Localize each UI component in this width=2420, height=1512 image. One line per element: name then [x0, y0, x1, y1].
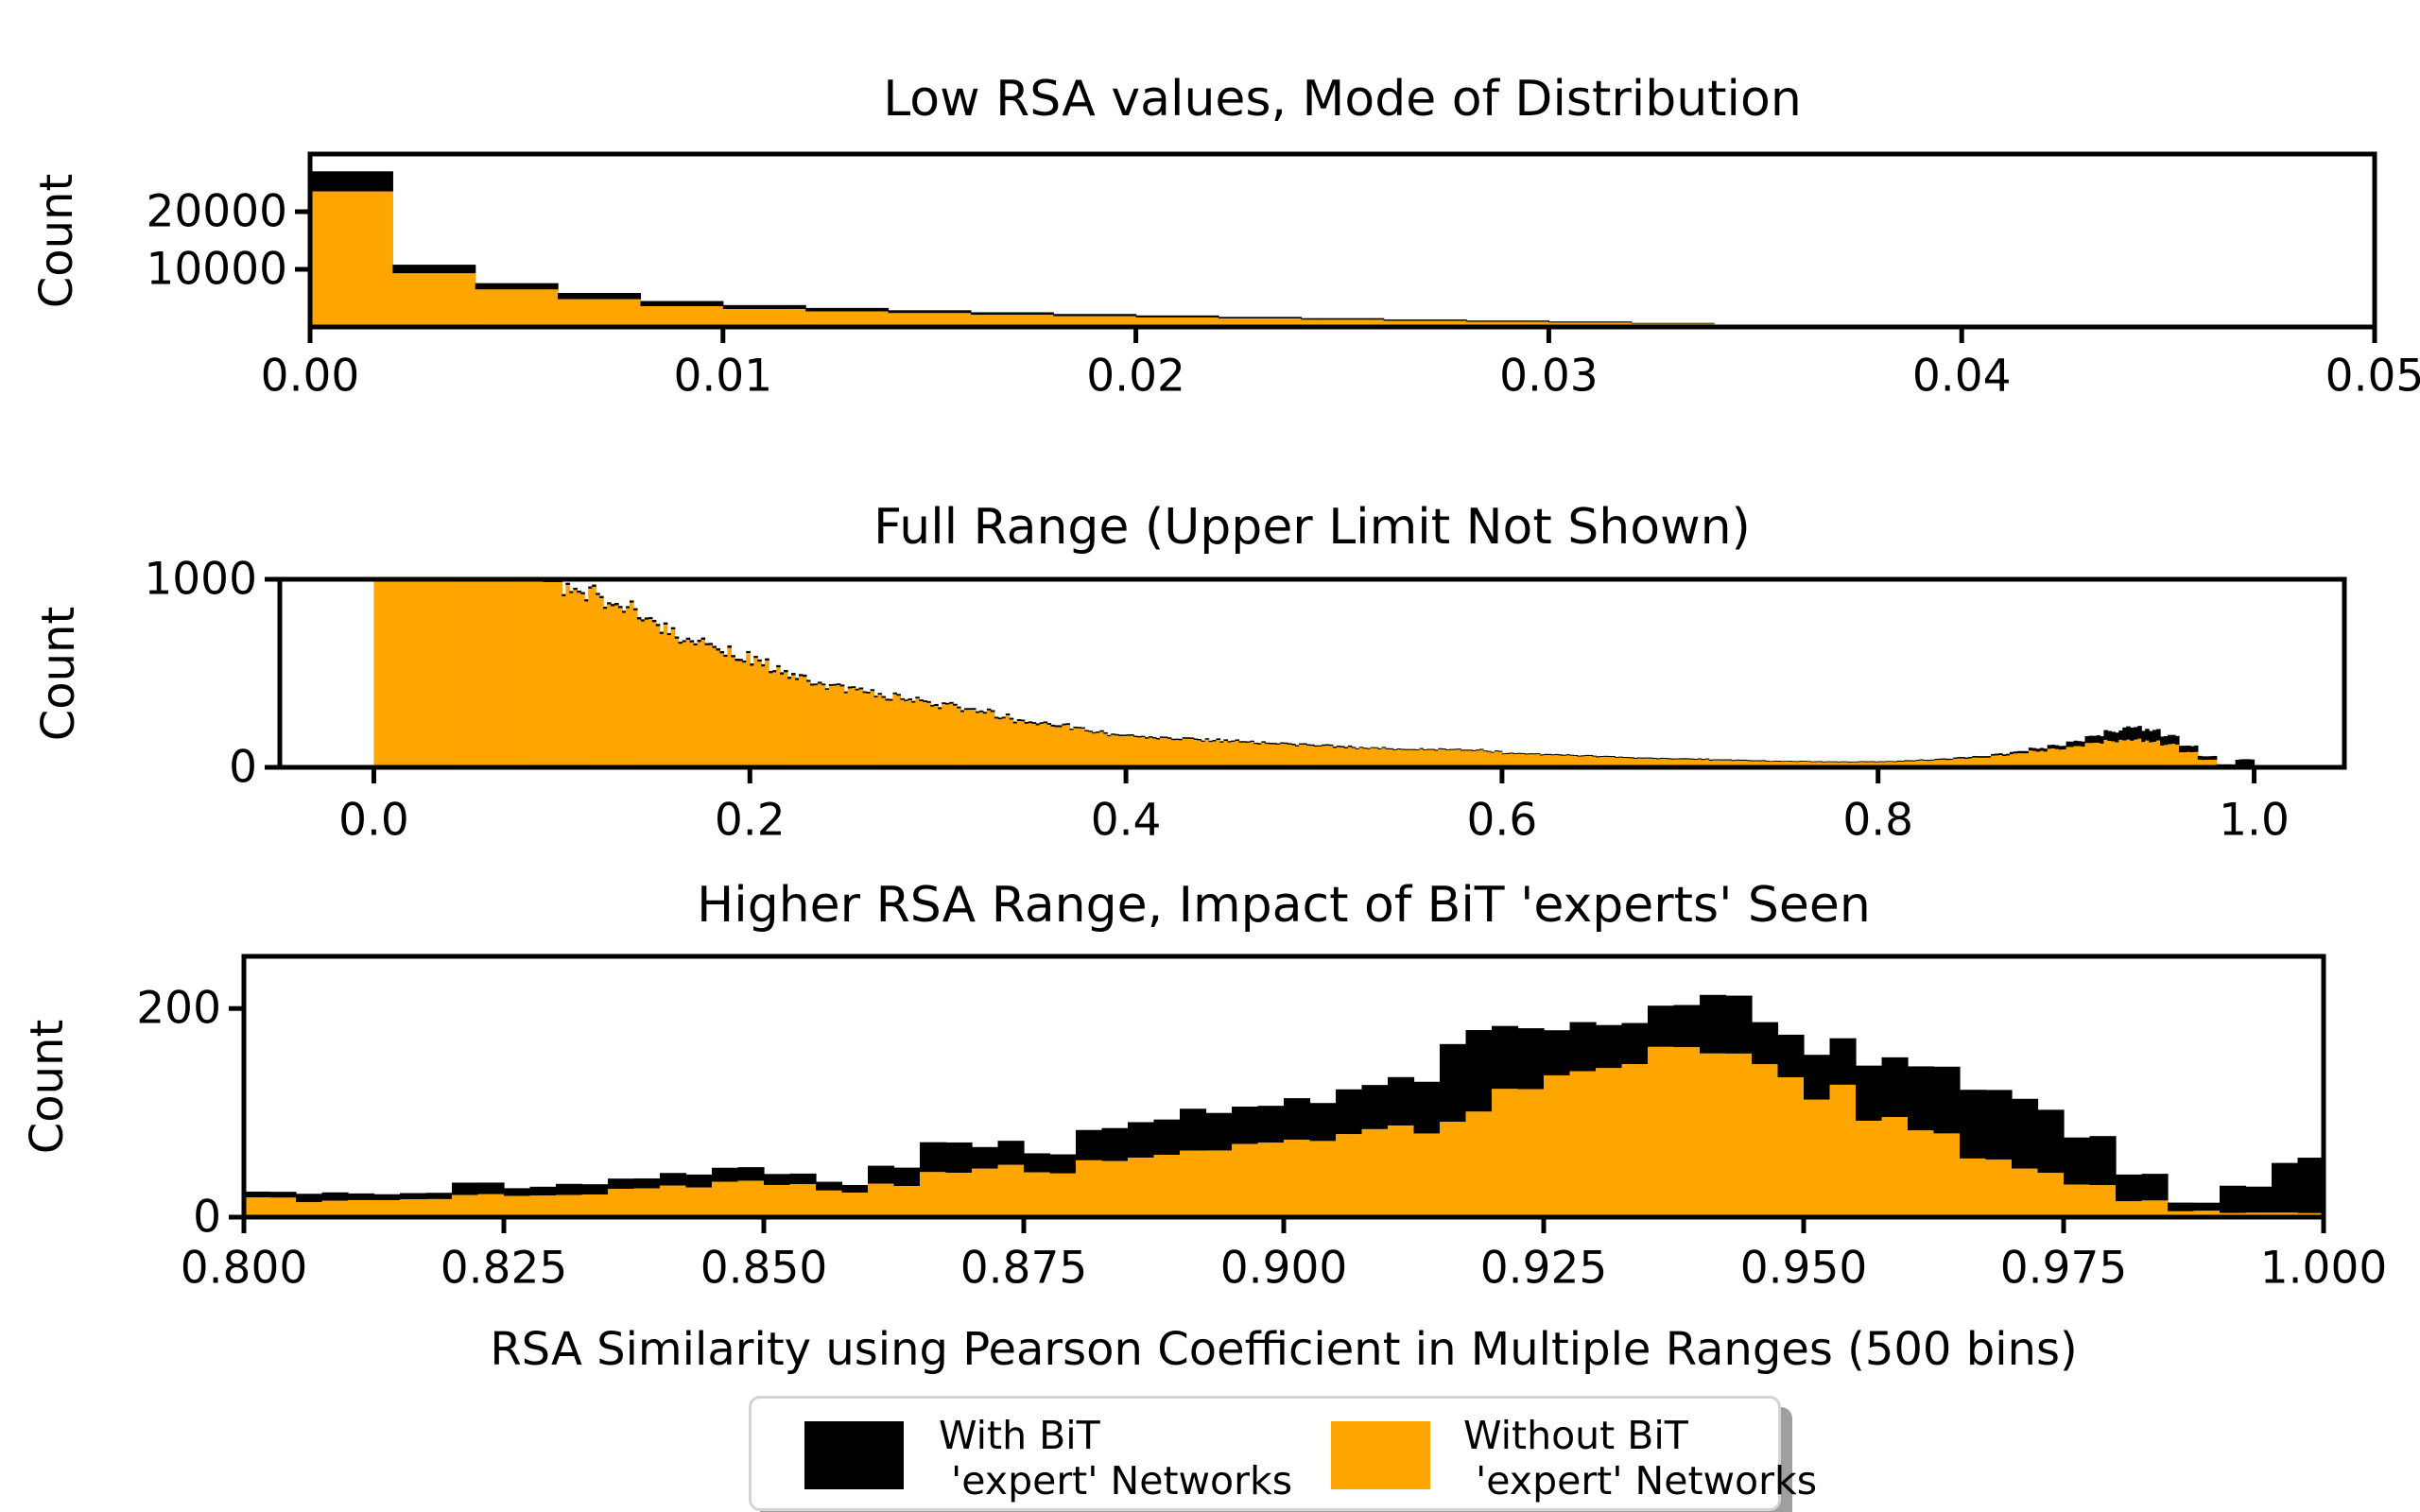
legend-label-with-bit-line2: 'expert' Networks — [939, 1457, 1293, 1503]
y-tick-label: 20000 — [146, 185, 287, 238]
legend-label-without-bit-line2: 'expert' Networks — [1463, 1457, 1818, 1503]
x-tick-label: 0.975 — [1999, 1242, 2128, 1295]
chart3-y-axis-label: Count — [21, 1019, 74, 1155]
legend-swatch-with-bit — [804, 1421, 904, 1489]
x-tick-label: 0.05 — [2325, 350, 2420, 403]
histogram-bars — [310, 171, 1715, 327]
x-tick-label: 0.875 — [959, 1242, 1088, 1295]
y-tick-label: 10000 — [146, 243, 287, 296]
chart2-y-axis-label: Count — [32, 606, 85, 741]
x-tick-label: 0.0 — [338, 794, 409, 847]
x-tick-label: 0.04 — [1911, 350, 2012, 403]
x-tick-label: 0.900 — [1219, 1242, 1348, 1295]
y-tick-label: 1000 — [144, 553, 257, 606]
x-tick-label: 0.02 — [1086, 350, 1185, 403]
x-axis-label: RSA Similarity using Pearson Coefficient… — [490, 1323, 2078, 1376]
x-tick-label: 0.4 — [1090, 794, 1162, 847]
x-tick-label: 0.6 — [1466, 794, 1538, 847]
x-tick-label: 0.800 — [180, 1242, 308, 1295]
chart1-title: Low RSA values, Mode of Distribution — [883, 71, 1802, 128]
chart1-plot-area — [295, 151, 2377, 343]
x-tick-label: 0.825 — [440, 1242, 568, 1295]
x-tick-label: 1.000 — [2259, 1242, 2388, 1295]
legend-label-without-bit: Without BiT 'expert' Networks — [1463, 1413, 1818, 1503]
y-tick-label: 0 — [229, 741, 257, 794]
histogram-bars — [244, 994, 2324, 1217]
plot-spines — [277, 576, 2347, 770]
legend-label-without-bit-line1: Without BiT — [1463, 1413, 1688, 1458]
histogram-bars — [373, 579, 2256, 767]
y-tick-label: 0 — [193, 1191, 221, 1244]
chart3-title: Higher RSA Range, Impact of BiT 'experts… — [697, 877, 1871, 934]
chart1-y-axis-label: Count — [30, 173, 83, 308]
legend-swatch-without-bit — [1331, 1421, 1430, 1489]
chart2-plot-area — [265, 576, 2347, 783]
x-tick-label: 1.0 — [2219, 794, 2290, 847]
y-tick-label: 200 — [136, 982, 221, 1035]
x-tick-label: 0.925 — [1479, 1242, 1608, 1295]
legend: With BiT 'expert' Networks Without BiT '… — [749, 1396, 1817, 1511]
x-tick-label: 0.850 — [700, 1242, 828, 1295]
x-tick-label: 0.03 — [1499, 350, 1599, 403]
chart2-title: Full Range (Upper Limit Not Shown) — [873, 499, 1751, 556]
x-tick-label: 0.01 — [673, 350, 773, 403]
x-tick-label: 0.2 — [714, 794, 786, 847]
x-tick-label: 0.00 — [260, 350, 360, 403]
legend-label-with-bit: With BiT 'expert' Networks — [939, 1413, 1293, 1503]
x-tick-label: 0.950 — [1739, 1242, 1868, 1295]
x-tick-label: 0.8 — [1842, 794, 1914, 847]
plot-spines — [307, 151, 2377, 330]
legend-label-with-bit-line1: With BiT — [939, 1413, 1100, 1458]
chart3-plot-area — [229, 954, 2326, 1233]
